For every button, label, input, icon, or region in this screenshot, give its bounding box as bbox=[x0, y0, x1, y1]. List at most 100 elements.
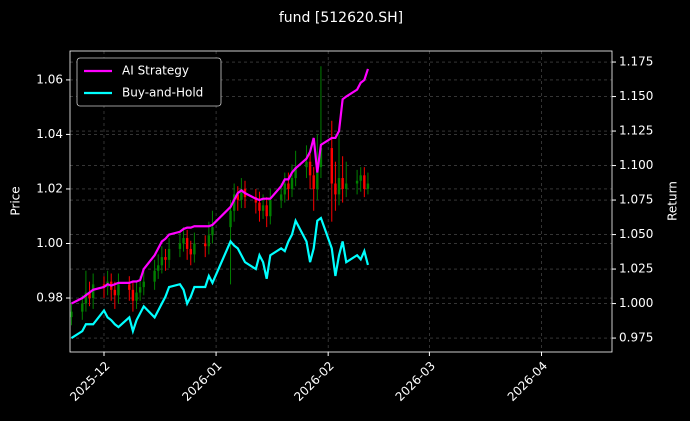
candle bbox=[345, 161, 348, 198]
y-tick-label: 1.02 bbox=[36, 181, 63, 195]
candle-body bbox=[308, 161, 312, 176]
candle bbox=[167, 238, 171, 269]
candle bbox=[157, 254, 160, 279]
candle-body bbox=[160, 257, 164, 266]
y2-tick-label: 1.175 bbox=[619, 55, 653, 69]
candle bbox=[334, 161, 337, 211]
candle-body bbox=[157, 265, 160, 271]
candle bbox=[366, 172, 370, 195]
candle bbox=[84, 270, 88, 312]
y-tick-label: 1.06 bbox=[36, 72, 63, 86]
candle bbox=[204, 235, 207, 258]
candle bbox=[88, 281, 91, 307]
candle-body bbox=[232, 194, 236, 211]
candle-body bbox=[287, 183, 290, 189]
candle bbox=[232, 183, 236, 222]
candle bbox=[164, 248, 167, 271]
candle-body bbox=[254, 197, 258, 203]
candle-body bbox=[84, 292, 88, 304]
candle bbox=[236, 186, 239, 211]
legend-box bbox=[76, 57, 222, 107]
candle-body bbox=[366, 183, 370, 189]
candle-body bbox=[153, 270, 156, 282]
candle-body bbox=[189, 248, 192, 255]
y2-tick-label: 1.025 bbox=[619, 262, 653, 276]
candle-body bbox=[236, 194, 239, 200]
candle-body bbox=[211, 227, 214, 236]
candle-body bbox=[138, 287, 142, 293]
candle-body bbox=[204, 243, 207, 247]
candle-body bbox=[334, 183, 337, 195]
candle bbox=[240, 178, 243, 209]
candle bbox=[185, 229, 189, 260]
candle-body bbox=[182, 238, 185, 244]
candle bbox=[363, 167, 366, 198]
y2-tick-label: 1.000 bbox=[619, 296, 653, 310]
candle-body bbox=[131, 289, 135, 301]
candle-body bbox=[283, 183, 286, 195]
candle-body bbox=[359, 175, 362, 181]
y2-tick-label: 1.075 bbox=[619, 193, 653, 207]
candle-body bbox=[319, 148, 323, 168]
candle bbox=[142, 270, 145, 296]
candle-body bbox=[290, 178, 294, 189]
legend-label: Buy-and-Hold bbox=[122, 86, 203, 100]
candle bbox=[91, 273, 95, 309]
candle bbox=[359, 167, 362, 192]
candle bbox=[312, 167, 315, 211]
candle bbox=[131, 281, 135, 312]
candle-body bbox=[330, 148, 333, 184]
candle-body bbox=[178, 243, 182, 249]
candle-body bbox=[142, 281, 145, 288]
candle bbox=[160, 246, 164, 274]
candle-body bbox=[258, 202, 261, 211]
candle bbox=[113, 281, 117, 309]
candle bbox=[283, 172, 286, 203]
candle bbox=[254, 188, 258, 214]
candle bbox=[341, 156, 344, 203]
candle-body bbox=[312, 175, 315, 189]
y2-tick-label: 1.125 bbox=[619, 124, 653, 138]
candle bbox=[308, 153, 312, 189]
candle-body bbox=[128, 284, 131, 290]
series-line bbox=[70, 216, 370, 339]
candle bbox=[178, 232, 182, 258]
candle bbox=[337, 134, 341, 206]
candle-body bbox=[337, 178, 341, 195]
candle-body bbox=[193, 243, 196, 255]
series-line bbox=[70, 68, 369, 305]
y2-tick-label: 1.100 bbox=[619, 158, 653, 172]
candle-body bbox=[341, 178, 344, 189]
y-tick-label: 0.98 bbox=[36, 291, 63, 305]
candle bbox=[305, 145, 308, 179]
y2-tick-label: 1.150 bbox=[619, 89, 653, 103]
legend-label: AI Strategy bbox=[122, 64, 189, 78]
y-axis-label: Price bbox=[9, 186, 23, 215]
candle-body bbox=[269, 199, 272, 217]
y2-tick-label: 0.975 bbox=[619, 331, 653, 345]
candle-body bbox=[167, 248, 171, 260]
candle bbox=[70, 303, 73, 326]
candle bbox=[355, 169, 359, 195]
candle bbox=[265, 197, 268, 228]
y2-tick-label: 1.050 bbox=[619, 227, 653, 241]
candle bbox=[258, 191, 261, 222]
legend: AI Strategy Buy-and-Hold bbox=[76, 57, 222, 107]
candle-body bbox=[81, 303, 84, 312]
candle-body bbox=[363, 175, 366, 189]
plot-frame bbox=[69, 50, 613, 353]
candle bbox=[319, 66, 323, 179]
candle-body bbox=[305, 161, 308, 168]
candle-body bbox=[316, 167, 319, 189]
candle bbox=[117, 273, 120, 304]
candle-body bbox=[207, 235, 211, 247]
candle-body bbox=[135, 292, 138, 301]
candle-body bbox=[91, 284, 95, 299]
candle-body bbox=[88, 292, 91, 299]
candle bbox=[182, 227, 185, 252]
candle-body bbox=[70, 311, 73, 318]
candle bbox=[269, 188, 272, 225]
candle bbox=[189, 240, 192, 266]
candle bbox=[153, 259, 156, 290]
